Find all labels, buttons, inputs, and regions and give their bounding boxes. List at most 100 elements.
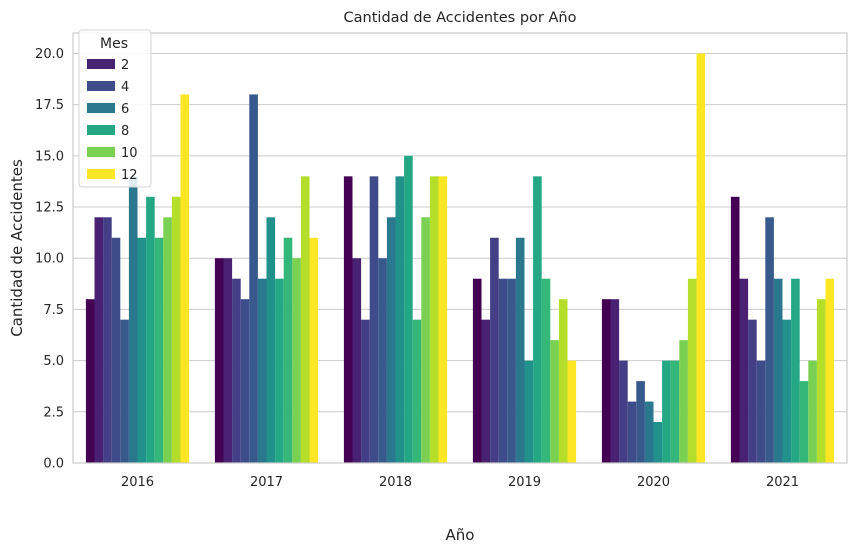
bar-2016-mes-10 (163, 217, 172, 463)
y-tick-label: 2.5 (43, 405, 64, 420)
x-tick-label: 2016 (121, 475, 154, 490)
bar-2020-mes-12 (696, 53, 706, 463)
bar-2017-mes-7 (266, 217, 276, 463)
bar-2020-mes-8 (662, 360, 671, 463)
bar-2020-mes-6 (644, 401, 654, 463)
bar-2018-mes-10 (421, 217, 430, 463)
bar-2017-mes-9 (283, 237, 293, 463)
bar-2016-mes-9 (154, 237, 164, 463)
legend-title: Mes (100, 36, 128, 52)
bars-group (85, 53, 835, 464)
bar-2021-mes-11 (816, 299, 826, 463)
bar-2020-mes-5 (636, 381, 645, 463)
legend-swatch-10 (87, 147, 115, 157)
bar-2016-mes-1 (85, 299, 95, 463)
bar-2016-mes-5 (120, 319, 129, 463)
bar-2017-mes-6 (257, 278, 267, 463)
bar-2016-mes-6 (128, 176, 138, 464)
bar-2021-mes-3 (748, 319, 757, 463)
bar-2019-mes-9 (541, 278, 551, 463)
bar-2020-mes-2 (610, 299, 620, 463)
x-axis-label: Año (446, 526, 475, 544)
bar-2021-mes-4 (756, 360, 766, 463)
y-axis-label: Cantidad de Accidentes (8, 159, 26, 337)
bar-2019-mes-8 (533, 176, 542, 464)
bar-2016-mes-8 (146, 196, 155, 464)
bar-2020-mes-11 (687, 278, 697, 463)
bar-2019-mes-11 (558, 299, 568, 463)
x-tick-label: 2020 (637, 475, 670, 490)
bar-2018-mes-5 (378, 258, 387, 463)
legend-swatch-2 (87, 59, 115, 69)
bar-2016-mes-4 (111, 237, 121, 463)
bar-2021-mes-9 (799, 381, 809, 463)
bar-2019-mes-1 (472, 278, 482, 463)
plot-frame (72, 32, 848, 464)
bar-2017-mes-10 (292, 258, 301, 463)
bar-2019-mes-3 (490, 237, 499, 463)
x-tick-label: 2017 (250, 475, 283, 490)
legend-swatch-8 (87, 125, 115, 135)
bar-2021-mes-12 (825, 278, 835, 463)
bar-2018-mes-3 (361, 319, 370, 463)
legend-label-6: 6 (121, 102, 129, 117)
legend: Mes 2 4 6 8 10 12 (78, 29, 152, 188)
bar-2016-mes-11 (171, 196, 181, 464)
bar-2020-mes-10 (679, 340, 688, 463)
bar-2017-mes-5 (249, 94, 258, 463)
bar-2017-mes-2 (223, 258, 233, 463)
bar-2018-mes-12 (438, 176, 448, 464)
legend-swatch-6 (87, 103, 115, 113)
legend-label-10: 10 (121, 146, 138, 161)
bar-2019-mes-6 (515, 237, 525, 463)
bar-2020-mes-7 (653, 422, 663, 463)
legend-label-4: 4 (121, 80, 129, 95)
y-axis-ticks: 0.0 2.5 5.0 7.5 10.0 12.5 15.0 17.5 20.0 (35, 47, 64, 472)
bar-2021-mes-6 (773, 278, 783, 463)
bar-2018-mes-4 (369, 176, 379, 464)
bar-2020-mes-9 (670, 360, 680, 463)
bar-2017-mes-1 (214, 258, 224, 463)
bar-2018-mes-1 (343, 176, 353, 464)
bar-2021-mes-8 (791, 278, 800, 463)
bar-2019-mes-2 (481, 319, 491, 463)
y-tick-label: 0.0 (43, 457, 64, 472)
x-axis-ticks: 2016 2017 2018 2019 2020 2021 (121, 475, 799, 490)
y-tick-label: 10.0 (35, 252, 64, 267)
bar-2017-mes-3 (232, 278, 241, 463)
bar-2018-mes-2 (352, 258, 362, 463)
bar-2017-mes-11 (300, 176, 310, 464)
legend-label-8: 8 (121, 124, 129, 139)
bar-2020-mes-1 (601, 299, 611, 463)
legend-swatch-4 (87, 81, 115, 91)
y-tick-label: 7.5 (43, 303, 64, 318)
bar-2018-mes-9 (412, 319, 422, 463)
bar-2019-mes-4 (498, 278, 508, 463)
x-tick-label: 2021 (766, 475, 799, 490)
bar-2019-mes-5 (507, 278, 516, 463)
bar-2021-mes-10 (808, 360, 817, 463)
y-tick-label: 12.5 (35, 201, 64, 216)
bar-2018-mes-6 (386, 217, 396, 463)
bar-2021-mes-1 (730, 196, 740, 464)
x-tick-label: 2019 (508, 475, 541, 490)
legend-label-2: 2 (121, 58, 129, 73)
bar-2019-mes-7 (524, 360, 534, 463)
bar-2019-mes-10 (550, 340, 559, 463)
chart-title: Cantidad de Accidentes por Año (344, 10, 577, 26)
bar-2016-mes-12 (180, 94, 190, 463)
y-tick-label: 5.0 (43, 354, 64, 369)
bar-2018-mes-11 (429, 176, 439, 464)
bar-2017-mes-8 (275, 278, 284, 463)
bar-2021-mes-5 (765, 217, 774, 463)
x-tick-label: 2018 (379, 475, 412, 490)
bar-2016-mes-3 (103, 217, 112, 463)
bar-2017-mes-4 (240, 299, 250, 463)
y-tick-label: 20.0 (35, 47, 64, 62)
y-tick-label: 17.5 (35, 98, 64, 113)
bar-2018-mes-7 (395, 176, 405, 464)
bar-2021-mes-7 (782, 319, 792, 463)
bar-2016-mes-2 (94, 217, 104, 463)
y-tick-label: 15.0 (35, 149, 64, 164)
